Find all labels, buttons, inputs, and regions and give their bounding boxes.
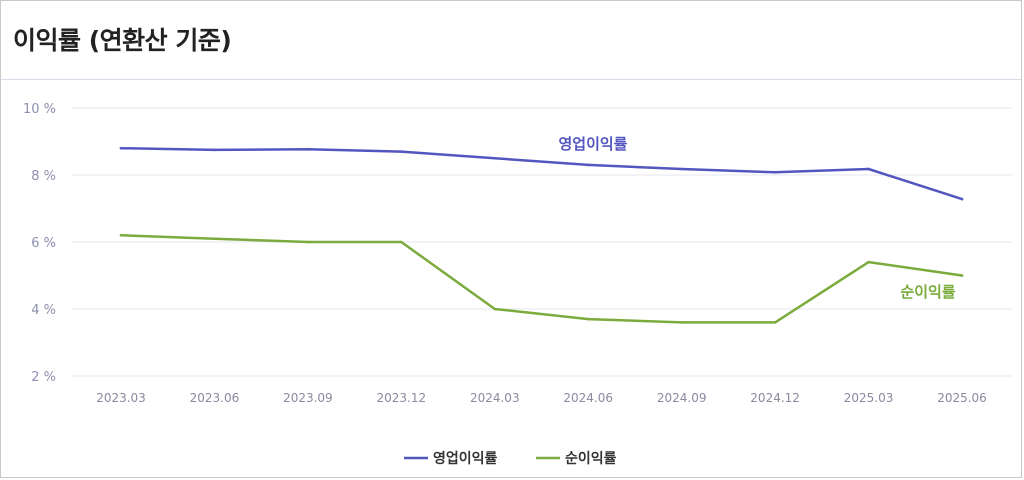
x-tick-label: 2024.06 [563,391,613,405]
x-tick-label: 2024.09 [657,391,707,405]
data-point [680,167,683,171]
data-point [680,321,683,324]
data-point [493,307,497,311]
series-label-net-margin: 순이익률 [900,283,955,301]
data-point [213,237,216,240]
series-line-1 [119,234,964,324]
data-point [306,240,310,244]
data-point [773,321,777,324]
x-tick-label: 2023.03 [96,391,146,405]
chart-title: 이익률 (연환산 기준) [13,26,232,55]
data-point [960,197,964,201]
x-tick-label: 2025.03 [844,391,894,405]
y-tick-label: 6 % [31,236,56,251]
legend-label: 영업이익률 [433,450,498,467]
x-tick-label: 2025.06 [937,391,987,405]
data-point [586,163,590,167]
y-tick-label: 10 % [23,102,56,117]
x-tick-label: 2023.09 [283,391,333,405]
x-tick-label: 2024.12 [750,391,800,405]
y-tick-label: 8 % [31,169,56,184]
x-tick-label: 2023.12 [377,391,427,405]
legend-label: 순이익률 [565,450,617,467]
data-point [867,167,870,171]
chart-header: 이익률 (연환산 기준) [1,1,1021,80]
series-line-0 [119,146,964,201]
series-label-operating-margin: 영업이익률 [558,135,627,153]
x-tick-label: 2024.03 [470,391,520,405]
data-point [213,148,216,152]
y-tick-label: 4 % [31,303,56,318]
data-point [586,317,590,321]
x-tick-label: 2023.06 [190,391,240,405]
data-point [493,156,497,160]
data-point [400,150,403,153]
data-point [773,171,777,174]
data-point [306,147,310,151]
y-tick-label: 2 % [31,370,56,385]
data-point [960,274,964,277]
data-point [119,234,123,237]
data-point [400,240,403,244]
data-point [867,260,870,264]
data-point [119,146,123,150]
